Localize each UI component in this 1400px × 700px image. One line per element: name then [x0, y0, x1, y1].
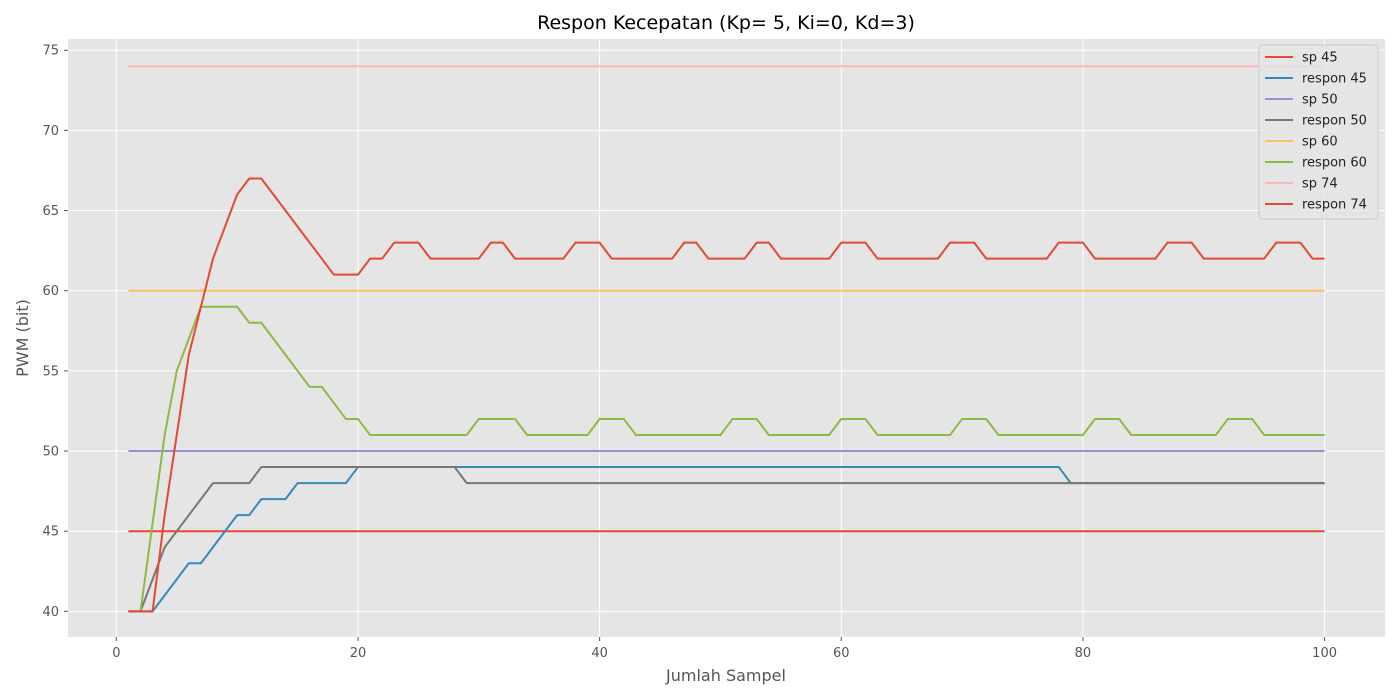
x-tick-label: 40 [591, 646, 608, 661]
y-tick-label: 60 [42, 284, 59, 299]
legend-label: respon 60 [1302, 156, 1367, 171]
chart-title: Respon Kecepatan (Kp= 5, Ki=0, Kd=3) [537, 12, 915, 34]
y-tick-label: 45 [42, 525, 59, 540]
legend-box [1258, 44, 1379, 220]
x-tick-label: 20 [350, 646, 367, 661]
legend-label: sp 45 [1302, 51, 1338, 66]
series-line-respon-60 [128, 305, 1325, 613]
legend-label: sp 74 [1302, 177, 1338, 192]
series-line-respon-50 [128, 466, 1325, 613]
legend-label: respon 50 [1302, 114, 1367, 129]
y-tick-label: 50 [42, 445, 59, 460]
x-tick-label: 0 [112, 646, 120, 661]
legend-label: respon 45 [1302, 72, 1367, 87]
x-tick-label: 80 [1075, 646, 1092, 661]
series-layer [128, 65, 1325, 613]
y-tick-label: 40 [42, 605, 59, 620]
x-axis-label: Jumlah Sampel [665, 666, 786, 685]
legend-label: sp 60 [1302, 135, 1338, 150]
x-axis-ticks: 0 20 40 60 80 100 [112, 637, 1337, 661]
series-line-respon-74 [128, 177, 1325, 613]
y-axis-label: PWM (bit) [13, 299, 32, 377]
legend: sp 45 respon 45 sp 50 respon 50 sp 60 respon … [1258, 44, 1379, 220]
x-tick-label: 60 [833, 646, 850, 661]
y-tick-label: 75 [42, 44, 59, 59]
series-line-respon-45 [128, 466, 1325, 613]
plot-background [68, 39, 1385, 637]
y-axis-ticks: 40 45 50 55 60 65 70 75 [42, 44, 68, 620]
x-tick-label: 100 [1312, 646, 1337, 661]
legend-label: respon 74 [1302, 198, 1367, 213]
y-tick-label: 70 [42, 124, 59, 139]
y-tick-label: 65 [42, 204, 59, 219]
legend-label: sp 50 [1302, 93, 1338, 108]
y-tick-label: 55 [42, 364, 59, 379]
